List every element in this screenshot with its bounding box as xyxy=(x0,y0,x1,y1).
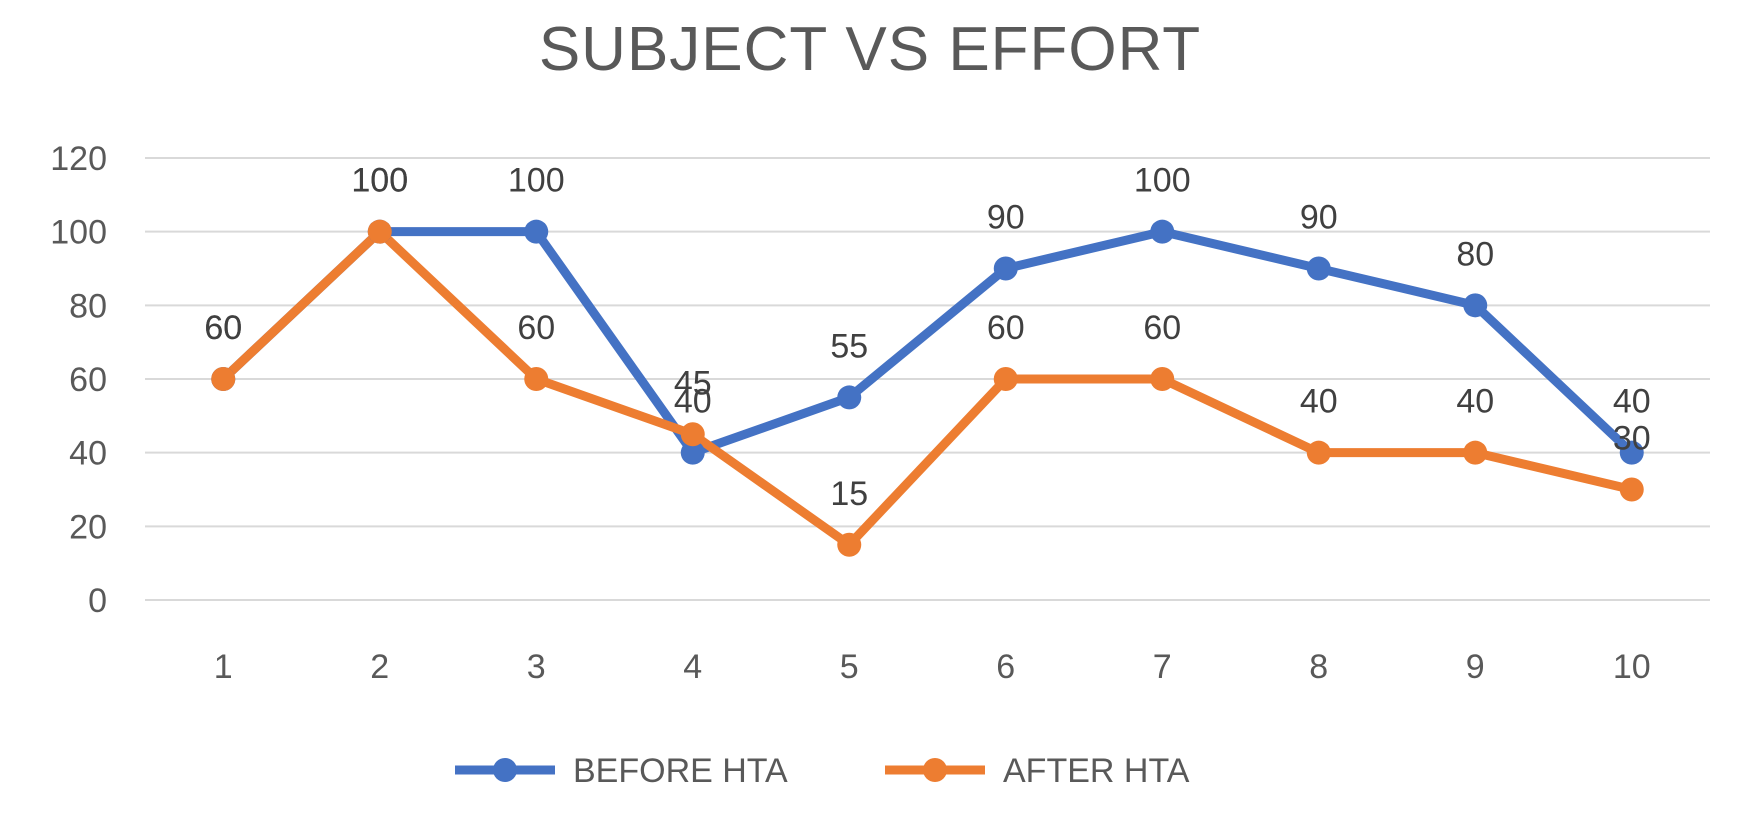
data-point xyxy=(1463,293,1488,318)
y-tick-label: 40 xyxy=(69,435,107,473)
data-point xyxy=(1150,367,1175,391)
x-tick-label: 4 xyxy=(683,648,702,686)
data-point xyxy=(993,367,1018,391)
y-tick-label: 20 xyxy=(69,508,107,546)
data-point xyxy=(837,532,862,557)
data-label: 80 xyxy=(1456,235,1494,273)
legend-marker xyxy=(923,758,947,782)
data-point xyxy=(367,219,392,244)
data-label: 60 xyxy=(204,309,242,347)
data-label: 100 xyxy=(508,162,565,200)
series-line xyxy=(218,227,1637,550)
data-point xyxy=(993,256,1018,281)
x-tick-label: 7 xyxy=(1153,648,1172,686)
y-tick-label: 60 xyxy=(69,361,107,399)
data-label: 60 xyxy=(1143,309,1181,347)
data-label: 90 xyxy=(1300,199,1338,237)
data-label: 60 xyxy=(517,309,555,347)
data-label: 100 xyxy=(351,162,408,200)
data-point xyxy=(1619,477,1644,502)
data-point xyxy=(1306,440,1331,465)
x-tick-label: 6 xyxy=(996,648,1015,686)
data-label: 40 xyxy=(674,383,712,421)
x-tick-label: 2 xyxy=(370,648,389,686)
data-label: 45 xyxy=(674,364,712,402)
legend-label: AFTER HTA xyxy=(1003,752,1190,790)
data-label: 40 xyxy=(1456,383,1494,421)
data-label: 100 xyxy=(351,162,408,200)
data-label: 40 xyxy=(1300,383,1338,421)
data-point xyxy=(1150,219,1175,244)
x-tick-label: 5 xyxy=(840,648,859,686)
x-tick-label: 9 xyxy=(1466,648,1485,686)
data-label: 30 xyxy=(1613,420,1651,458)
x-tick-label: 1 xyxy=(214,648,233,686)
data-label: 40 xyxy=(1613,383,1651,421)
x-tick-label: 8 xyxy=(1309,648,1328,686)
x-tick-label: 3 xyxy=(527,648,546,686)
data-point xyxy=(1306,256,1331,281)
legend-marker xyxy=(493,758,517,782)
data-point xyxy=(1463,440,1488,465)
data-point xyxy=(680,440,705,465)
data-label: 90 xyxy=(987,199,1025,237)
data-point xyxy=(524,367,549,391)
x-tick-label: 10 xyxy=(1613,648,1651,686)
data-point xyxy=(680,422,705,447)
y-tick-label: 0 xyxy=(88,582,107,620)
y-tick-label: 80 xyxy=(69,287,107,325)
data-label: 55 xyxy=(830,327,868,365)
y-tick-label: 120 xyxy=(50,140,107,178)
legend-label: BEFORE HTA xyxy=(573,752,788,790)
data-label: 15 xyxy=(830,475,868,513)
series-line xyxy=(218,227,1637,458)
chart-title: SUBJECT VS EFFORT xyxy=(538,15,1202,84)
data-label: 100 xyxy=(1134,162,1191,200)
data-point xyxy=(211,367,236,391)
data-point xyxy=(837,385,862,410)
data-label: 60 xyxy=(204,309,242,347)
data-point xyxy=(1619,440,1644,465)
y-tick-label: 100 xyxy=(50,214,107,252)
data-label: 60 xyxy=(987,309,1025,347)
data-point xyxy=(524,219,549,244)
